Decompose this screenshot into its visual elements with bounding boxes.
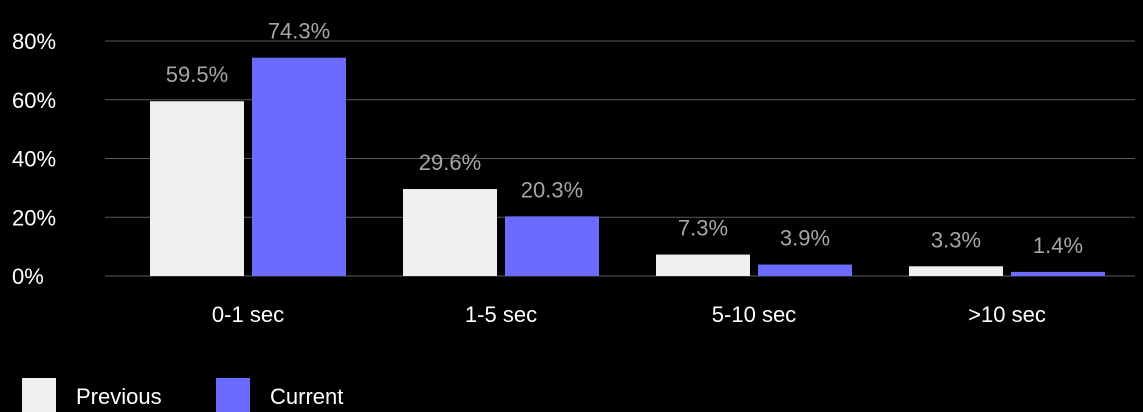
x-category-label: 1-5 sec (465, 302, 537, 327)
x-axis-categories: 0-1 sec 1-5 sec 5-10 sec >10 sec (212, 302, 1046, 327)
y-tick-label: 20% (12, 205, 56, 230)
bar-previous-0 (150, 101, 244, 276)
legend-swatch-current (216, 378, 250, 412)
value-label-current: 20.3% (521, 177, 583, 202)
bar-current-1 (505, 216, 599, 276)
bar-current-3 (1011, 271, 1105, 276)
y-axis-ticks: 0% 20% 40% 60% 80% (12, 29, 56, 289)
x-category-label: >10 sec (968, 302, 1046, 327)
bar-previous-3 (909, 266, 1003, 276)
bar-previous-2 (656, 254, 750, 276)
x-category-label: 5-10 sec (712, 302, 796, 327)
bar-previous-1 (403, 189, 497, 276)
x-category-label: 0-1 sec (212, 302, 284, 327)
bars (150, 57, 1105, 277)
value-label-previous: 3.3% (931, 227, 981, 252)
value-label-previous: 59.5% (166, 62, 228, 87)
value-label-previous: 7.3% (678, 216, 728, 241)
y-tick-label: 60% (12, 88, 56, 113)
value-label-current: 3.9% (780, 226, 830, 251)
legend: Previous Current (22, 378, 343, 412)
y-tick-label: 40% (12, 147, 56, 172)
bar-current-2 (758, 264, 852, 276)
y-tick-label: 0% (12, 264, 44, 289)
value-label-current: 1.4% (1033, 233, 1083, 258)
legend-label-previous: Previous (76, 384, 162, 409)
y-tick-label: 80% (12, 29, 56, 54)
legend-swatch-previous (22, 378, 56, 412)
value-labels: 59.5% 74.3% 29.6% 20.3% 7.3% 3.9% 3.3% 1.4% (166, 19, 1083, 258)
legend-label-current: Current (270, 384, 343, 409)
value-label-previous: 29.6% (419, 150, 481, 175)
bar-current-0 (252, 57, 346, 277)
value-label-current: 74.3% (268, 19, 330, 44)
